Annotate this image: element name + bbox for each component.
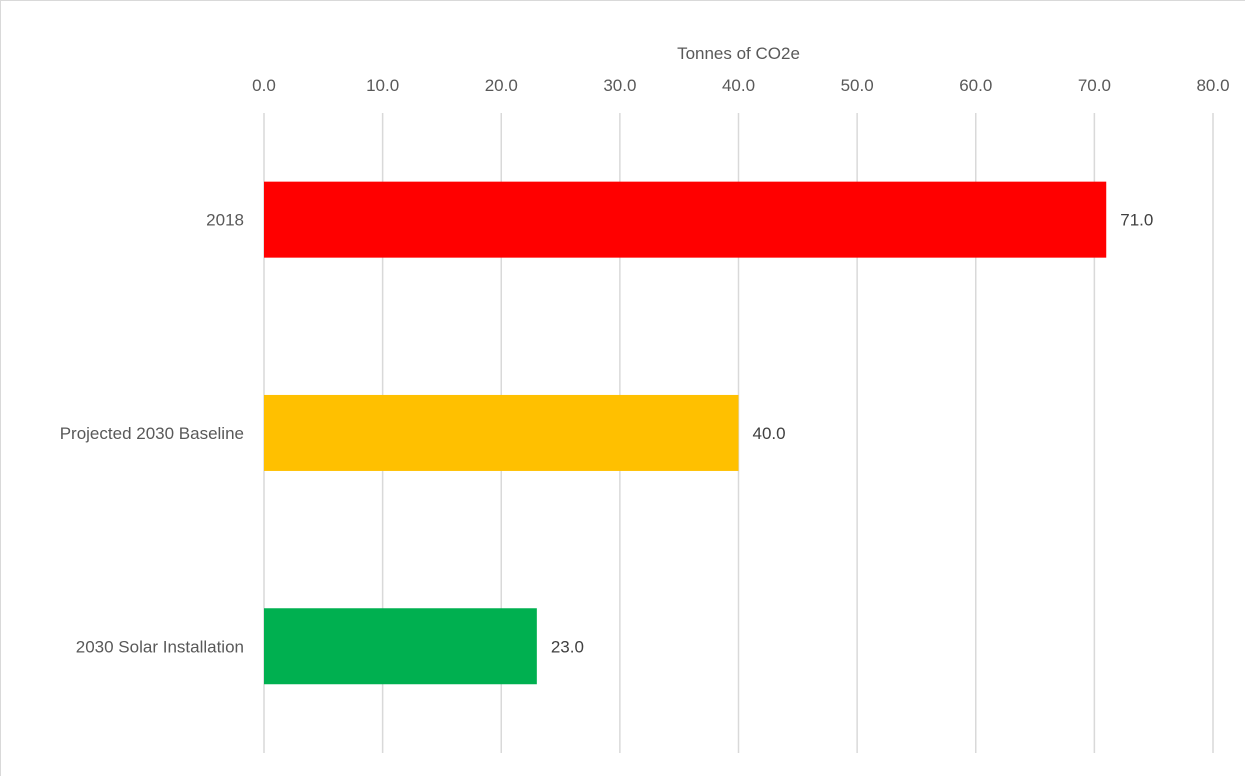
x-tick-label: 20.0 xyxy=(485,76,518,95)
x-tick-label: 0.0 xyxy=(252,76,276,95)
x-tick-label: 60.0 xyxy=(959,76,992,95)
x-tick-label: 50.0 xyxy=(841,76,874,95)
category-labels: 2018 Projected 2030 Baseline 2030 Solar In… xyxy=(60,211,244,657)
bar xyxy=(264,394,739,471)
x-tick-label: 30.0 xyxy=(603,76,636,95)
data-label: 23.0 xyxy=(551,637,584,656)
category-label: Projected 2030 Baseline xyxy=(60,424,244,443)
bar xyxy=(264,181,1107,258)
data-label: 71.0 xyxy=(1120,211,1153,230)
category-label: 2018 xyxy=(206,211,244,230)
x-tick-label: 10.0 xyxy=(366,76,399,95)
x-axis-ticks: 0.0 10.0 20.0 30.0 40.0 50.0 60.0 70.0 80.0 xyxy=(252,76,1229,95)
x-tick-label: 40.0 xyxy=(722,76,755,95)
data-labels: 71.0 40.0 23.0 xyxy=(551,211,1153,657)
bar xyxy=(264,608,537,685)
data-label: 40.0 xyxy=(753,424,786,443)
x-tick-label: 70.0 xyxy=(1078,76,1111,95)
bars xyxy=(264,181,1107,685)
category-label: 2030 Solar Installation xyxy=(76,637,244,656)
x-axis-title: Tonnes of CO2e xyxy=(677,44,800,63)
x-tick-label: 80.0 xyxy=(1196,76,1229,95)
